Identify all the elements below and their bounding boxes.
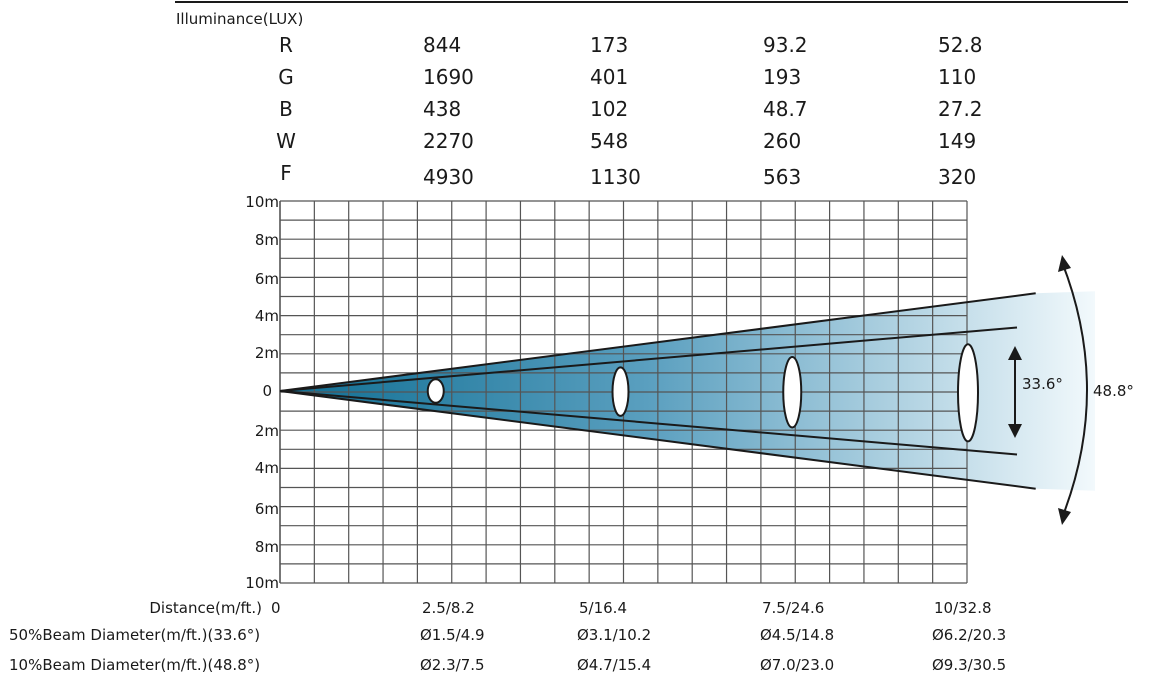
distance-cell: 10/32.8 [934, 599, 992, 617]
beam-50-lower-edge [279, 390, 1018, 456]
beam10-cell: Ø2.3/7.5 [420, 656, 485, 674]
lux-row-label: G [278, 65, 294, 89]
lux-row-label: B [279, 97, 293, 121]
y-tick-label: 2m [255, 344, 279, 362]
beam10-cell: Ø9.3/30.5 [932, 656, 1006, 674]
distance-cell: 7.5/24.6 [762, 599, 824, 617]
beam10-cell: Ø4.7/15.4 [577, 656, 651, 674]
distance-cell: 2.5/8.2 [422, 599, 475, 617]
beam50-cell: Ø4.5/14.8 [760, 626, 834, 644]
y-tick-label: 4m [255, 459, 279, 477]
lux-cell: 193 [763, 65, 801, 89]
distance-cell: 0 [271, 599, 281, 617]
beam-lines [279, 292, 1036, 490]
beam-cross-section-ellipse [957, 343, 979, 443]
beam-cross-section-ellipse [782, 355, 803, 429]
illuminance-table: R 844 173 93.2 52.8 G 1690 401 193 110 B… [276, 33, 982, 189]
angle-10-arrow-arc [1061, 261, 1088, 519]
beam-10-lower-edge [279, 390, 1036, 490]
beam10-label: 10%Beam Diameter(m/ft.)(48.8°) [9, 656, 260, 674]
beam50-cell: Ø1.5/4.9 [420, 626, 485, 644]
bottom-table: Distance(m/ft.) 0 2.5/8.2 5/16.4 7.5/24.… [9, 599, 1006, 674]
arrow-head-icon [1008, 346, 1022, 360]
beam50-cell: Ø6.2/20.3 [932, 626, 1006, 644]
y-tick-label: 0 [262, 382, 272, 400]
lux-cell: 27.2 [938, 97, 983, 121]
lux-cell: 548 [590, 129, 628, 153]
lux-cell: 438 [423, 97, 461, 121]
y-axis-labels: 10m 8m 6m 4m 2m 0 2m 4m 6m 8m 10m [245, 193, 279, 592]
lux-cell: 1690 [423, 65, 474, 89]
y-tick-label: 6m [255, 270, 279, 288]
y-tick-label: 4m [255, 307, 279, 325]
lux-cell: 844 [423, 33, 461, 57]
lux-cell: 260 [763, 129, 801, 153]
beam50-cell: Ø3.1/10.2 [577, 626, 651, 644]
beam-cross-section-ellipse [426, 378, 445, 404]
lux-cell: 563 [763, 165, 801, 189]
lux-cell: 48.7 [763, 97, 808, 121]
lux-cell: 2270 [423, 129, 474, 153]
arrow-heads [1008, 255, 1071, 525]
distance-cell: 5/16.4 [579, 599, 627, 617]
beam-fill [280, 291, 1095, 491]
beam-cross-section-ellipse [611, 366, 630, 417]
lux-row-label: W [276, 129, 296, 153]
arrow-head-icon [1058, 255, 1071, 272]
distance-label: Distance(m/ft.) [149, 599, 262, 617]
angle-annotations [1014, 261, 1088, 519]
lux-cell: 102 [590, 97, 628, 121]
beam10-cell: Ø7.0/23.0 [760, 656, 834, 674]
arrow-head-icon [1008, 424, 1022, 438]
beam-cross-sections [426, 343, 979, 443]
beam-10-upper-edge [279, 292, 1036, 392]
lux-cell: 1130 [590, 165, 641, 189]
lux-cell: 4930 [423, 165, 474, 189]
y-tick-label: 6m [255, 500, 279, 518]
y-tick-label: 8m [255, 538, 279, 556]
lux-cell: 110 [938, 65, 976, 89]
angle-50-label: 33.6° [1022, 375, 1063, 393]
lux-cell: 401 [590, 65, 628, 89]
lux-cell: 93.2 [763, 33, 808, 57]
beam-50-upper-edge [279, 326, 1018, 392]
lux-cell: 320 [938, 165, 976, 189]
lux-cell: 173 [590, 33, 628, 57]
y-tick-label: 2m [255, 422, 279, 440]
lux-row-label: F [280, 161, 292, 185]
lux-cell: 52.8 [938, 33, 983, 57]
beam50-label: 50%Beam Diameter(m/ft.)(33.6°) [9, 626, 260, 644]
lux-row-label: R [279, 33, 293, 57]
lux-cell: 149 [938, 129, 976, 153]
illuminance-title: Illuminance(LUX) [176, 10, 303, 28]
y-tick-label: 10m [245, 193, 279, 211]
y-tick-label: 10m [245, 574, 279, 592]
arrow-head-icon [1058, 508, 1071, 525]
angle-10-label: 48.8° [1093, 382, 1134, 400]
y-tick-label: 8m [255, 231, 279, 249]
